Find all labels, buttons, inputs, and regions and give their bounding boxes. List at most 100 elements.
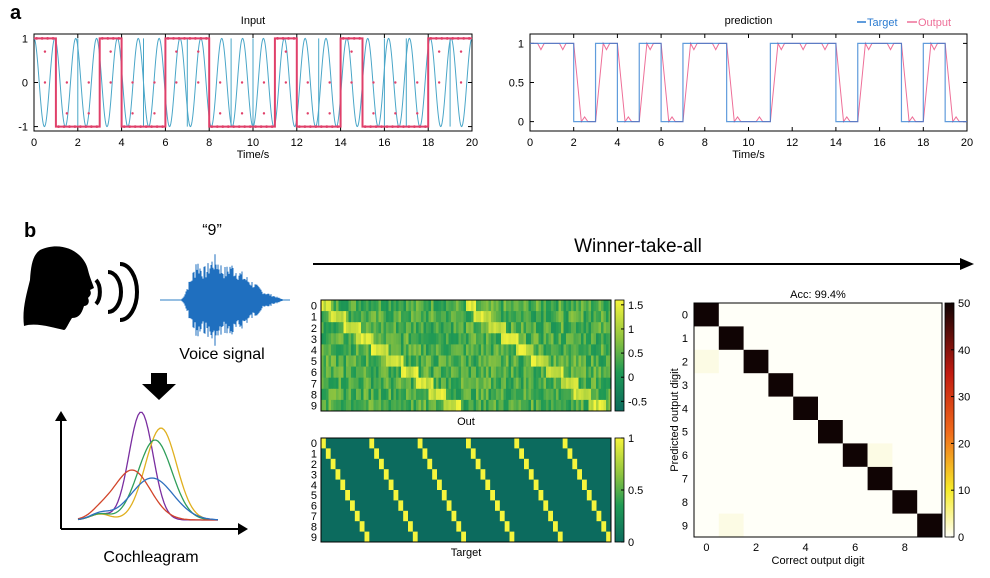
heatmap-cell	[471, 300, 474, 312]
heatmap-cell	[531, 366, 534, 379]
output-dot	[65, 81, 69, 84]
heatmap-cell	[571, 344, 574, 356]
heatmap-cell	[516, 366, 519, 379]
heatmap-cell	[518, 355, 522, 367]
heatmap-cell	[446, 388, 449, 401]
heatmap-cell	[608, 300, 612, 312]
heatmap-cell	[461, 388, 464, 401]
heatmap-cell	[591, 333, 594, 345]
heatmap-cell	[441, 344, 444, 356]
heatmap-cell	[551, 388, 554, 401]
x-tick-label: 4	[803, 542, 809, 554]
heatmap-cell	[386, 366, 389, 379]
heatmap-cell	[568, 344, 572, 356]
heatmap-cell	[601, 377, 604, 390]
heatmap-cell	[481, 344, 484, 356]
heatmap-cell	[371, 300, 374, 312]
heatmap-cell	[328, 399, 332, 412]
down-arrow-icon	[142, 373, 176, 400]
colorbar-tick-label: 0.5	[628, 485, 643, 497]
heatmap-cell	[408, 311, 412, 323]
heatmap-cell	[433, 399, 437, 412]
heatmap-cell	[553, 311, 557, 323]
heatmap-cell	[376, 322, 379, 334]
heatmap-cell	[416, 377, 419, 390]
heatmap-cell	[366, 366, 369, 379]
heatmap-cell	[461, 399, 464, 412]
heatmap-cell	[553, 366, 557, 379]
heatmap-cell	[446, 311, 449, 323]
heatmap-cell	[473, 399, 477, 412]
heatmap-cell	[363, 377, 367, 390]
heatmap-cell	[606, 388, 609, 401]
x-tick-label: 0	[31, 137, 37, 149]
heatmap-cell	[588, 322, 592, 334]
heatmap-cell	[475, 458, 481, 470]
x-tick-label: 6	[162, 137, 168, 149]
heatmap-cell	[591, 377, 594, 390]
heatmap-cell	[523, 355, 527, 367]
heatmap-cell	[353, 366, 357, 379]
heatmap-cell	[566, 355, 569, 367]
heatmap-cell	[431, 344, 434, 356]
y-tick-label: 0	[311, 438, 317, 450]
heatmap-cell	[566, 311, 569, 323]
heatmap-cell	[451, 311, 454, 323]
heatmap-cell	[463, 333, 467, 345]
heatmap-cell	[563, 344, 567, 356]
output-dot	[175, 50, 178, 53]
heatmap-cell	[490, 490, 495, 501]
heatmap-cell	[511, 311, 514, 323]
heatmap-cell	[463, 344, 467, 356]
heatmap-cell	[458, 300, 462, 312]
heatmap-cell	[428, 311, 432, 323]
heatmap-cell	[468, 399, 472, 412]
heatmap-cell	[506, 322, 509, 334]
cochleagram-label: Cochleagram	[103, 549, 198, 566]
heatmap-cell	[508, 322, 512, 334]
heatmap-cell	[573, 355, 577, 367]
heatmap-cell	[361, 300, 364, 312]
heatmap-cell	[566, 377, 569, 390]
heatmap-cell	[383, 366, 387, 379]
heatmap-cell	[561, 333, 564, 345]
heatmap-cell	[401, 388, 404, 401]
heatmap-cell	[531, 388, 534, 401]
arrow-head-icon	[238, 523, 248, 535]
cochleagram-curve	[77, 427, 219, 521]
heatmap-cell	[451, 377, 454, 390]
heatmap-cell	[451, 355, 454, 367]
heatmap-cell	[388, 399, 392, 412]
heatmap-cell	[343, 366, 347, 379]
heatmap-cell	[571, 311, 574, 323]
heatmap-cell	[401, 366, 404, 379]
heatmap-cell	[348, 366, 352, 379]
heatmap-cell	[496, 300, 499, 312]
heatmap-cell	[366, 377, 369, 390]
y-tick-label: 9	[311, 532, 317, 544]
heatmap-cell	[428, 300, 432, 312]
heatmap-cell	[571, 366, 574, 379]
heatmap-cell	[398, 366, 402, 379]
heatmap-cell	[511, 377, 514, 390]
heatmap-cell	[485, 479, 491, 490]
heatmap-cell	[601, 322, 604, 334]
matrix-cell	[793, 396, 818, 420]
heatmap-cell	[488, 377, 492, 390]
heatmap-cell	[348, 377, 352, 390]
heatmap-cell	[471, 322, 474, 334]
heatmap-cell	[335, 469, 341, 480]
heatmap-cell	[396, 355, 399, 367]
heatmap-cell	[578, 311, 582, 323]
heatmap-cell	[473, 388, 477, 401]
heatmap-cell	[563, 399, 567, 412]
heatmap-cell	[386, 377, 389, 390]
heatmap-cell	[448, 399, 452, 412]
x-tick-label: 10	[247, 137, 259, 149]
heatmap-cell	[323, 355, 327, 367]
output-dot	[350, 81, 353, 84]
heatmap-cell	[321, 388, 324, 401]
heatmap-cell	[323, 311, 327, 323]
heatmap-cell	[338, 322, 342, 334]
heatmap-cell	[606, 300, 609, 312]
